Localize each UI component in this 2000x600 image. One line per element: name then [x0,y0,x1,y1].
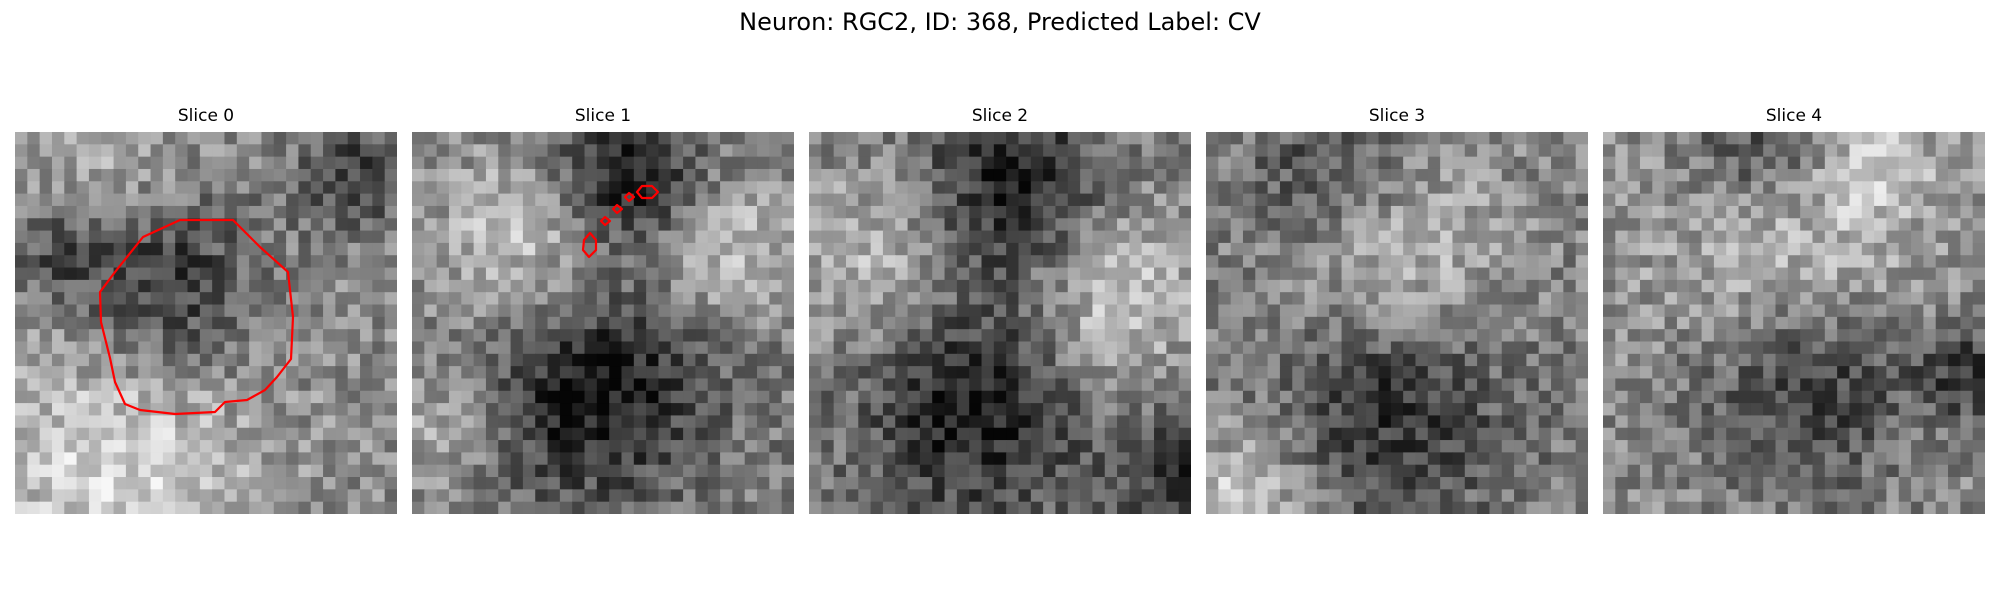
slice-title: Slice 1 [574,106,632,126]
slice-panel-1: Slice 1 [412,104,794,514]
slice-panel-3: Slice 3 [1206,104,1588,514]
roi-contour [98,218,295,416]
roi-contour [599,215,612,227]
slice-panel-0: Slice 0 [15,104,397,514]
slice-image [1603,132,1985,514]
roi-contour [611,203,624,215]
slice-title: Slice 3 [1368,106,1426,126]
roi-contour [581,231,598,259]
slice-title: Slice 4 [1765,106,1823,126]
slice-panel-4: Slice 4 [1603,104,1985,514]
slice-panel-2: Slice 2 [809,104,1191,514]
slice-title: Slice 0 [177,106,235,126]
figure-title: Neuron: RGC2, ID: 368, Predicted Label: … [739,8,1261,36]
roi-contour [623,191,636,203]
slice-image [15,132,397,514]
roi-contour [635,184,660,200]
slice-title: Slice 2 [971,106,1029,126]
slice-image [412,132,794,514]
slice-image [1206,132,1588,514]
slice-image [809,132,1191,514]
